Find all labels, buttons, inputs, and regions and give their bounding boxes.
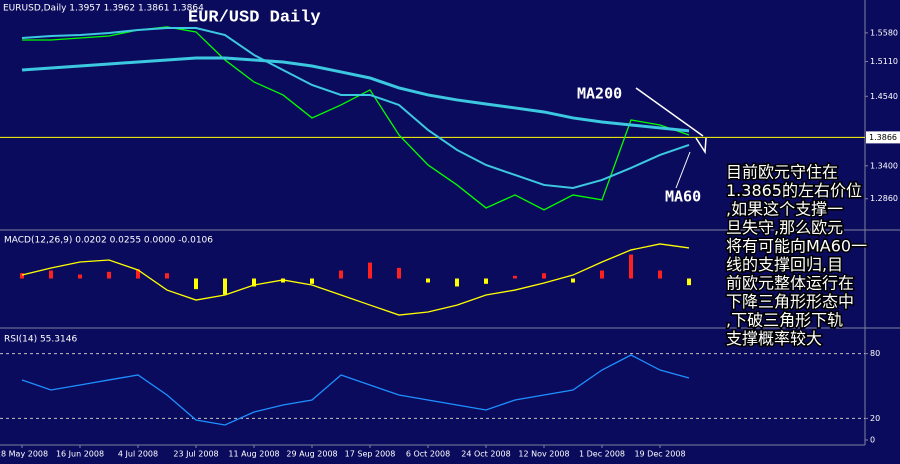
macd-bar [484,278,488,284]
macd-bar [658,270,662,279]
x-tick-label: 16 Jun 2008 [56,450,104,459]
macd-bar [397,267,401,279]
y-tick-label: 1.5110 [870,57,898,66]
x-tick-label: 6 Oct 2008 [406,450,450,459]
x-tick-label: 28 May 2008 [0,450,48,459]
note-line: 线的支撑回归,目 [726,255,843,274]
note-line: 下降三角形形态中 [726,292,854,311]
series-line [22,26,690,211]
x-tick-label: 4 Jul 2008 [118,450,158,459]
trend-line [635,87,704,137]
x-tick-label: 23 Jul 2008 [173,450,218,459]
note-line: 前欧元整体运行在 [726,274,854,293]
macd-bar [20,273,24,279]
x-tick-label: 29 Aug 2008 [286,450,337,459]
y-tick-label: 1.5580 [870,28,898,37]
x-tick-label: 24 Oct 2008 [461,450,510,459]
macd-bar [310,278,314,284]
macd-bar [136,269,140,279]
note-line: 旦失守,那么欧元 [726,218,843,237]
note-line: 1.3865的左右价位 [726,181,862,200]
note-line: 将有可能向MA60一 [726,237,867,256]
macd-bar [165,273,169,279]
x-tick-label: 1 Dec 2008 [579,450,625,459]
y-tick-label: 20 [870,414,880,423]
macd-bar [252,278,256,287]
macd-bar [49,270,53,279]
macd-bar [455,278,459,287]
macd-bar [368,262,372,279]
macd-bar [513,275,517,279]
x-tick-label: 12 Nov 2008 [518,450,569,459]
macd-header: MACD(12,26,9) 0.0202 0.0255 0.0000 -0.01… [4,236,213,246]
note-line: ,下破三角形下轨 [726,311,843,330]
y-tick-label: 1.3400 [870,161,898,170]
trend-arrow [695,137,707,155]
chart-title: EUR/USD Daily [188,8,321,27]
y-tick-label: 0 [870,436,875,445]
series-line [21,243,690,316]
macd-bar [542,273,546,279]
macd-bar [571,278,575,283]
ma60-pointer [675,151,691,189]
note-line: 目前欧元守住在 [726,163,838,182]
x-tick-label: 11 Aug 2008 [228,450,279,459]
macd-bar [687,278,691,286]
macd-bar [426,278,430,283]
macd-bar [194,278,198,290]
x-tick-label: 19 Dec 2008 [634,450,685,459]
note-line: 支撑概率较大 [726,329,822,348]
series-line [21,27,690,189]
y-tick-label: 80 [870,349,880,358]
price-header: EURUSD,Daily 1.3957 1.3962 1.3861 1.3864 [3,4,204,14]
ma200-label: MA200 [577,85,622,103]
series-line [21,56,690,133]
rsi-header: RSI(14) 55.3146 [4,335,77,345]
y-tick-label: 1.2860 [870,194,898,203]
macd-bar [600,270,604,279]
macd-bar [107,271,111,279]
note-line: ,如果这个支撑一 [726,200,843,219]
series-line [21,354,690,426]
macd-bar [629,254,633,279]
price-label: 1.3866 [869,133,897,142]
y-tick-label: 1.4540 [870,92,898,101]
macd-bar [223,278,227,295]
x-tick-label: 17 Sep 2008 [345,450,396,459]
macd-bar [78,274,82,279]
macd-bar [339,270,343,279]
price-label-box [866,131,900,144]
ma60-label: MA60 [665,188,701,206]
